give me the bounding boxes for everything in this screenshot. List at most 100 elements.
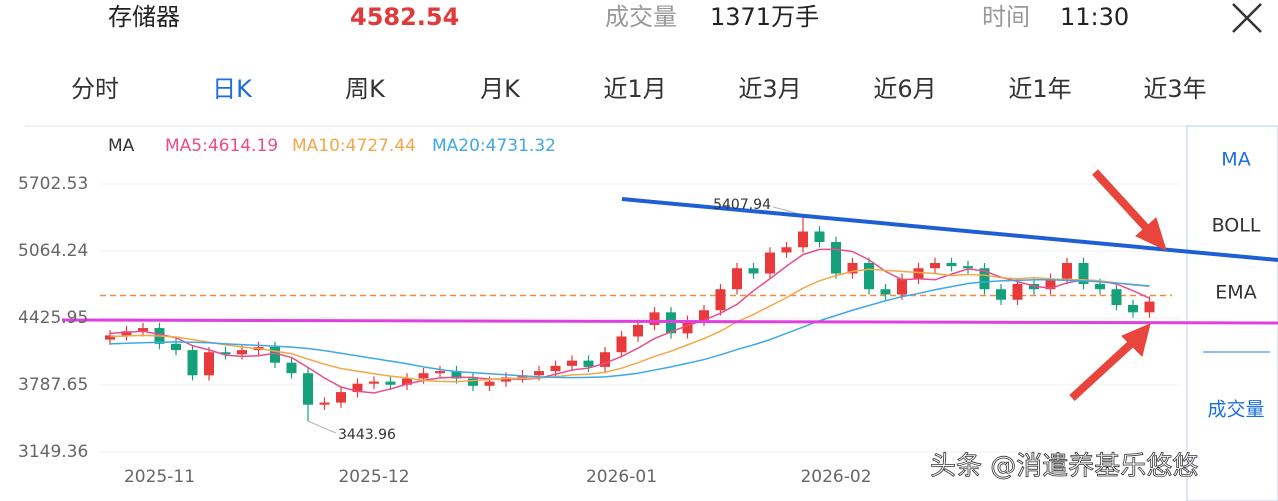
candle-body <box>600 352 610 367</box>
candle-body <box>847 262 858 274</box>
candle-body <box>798 231 808 248</box>
support-line <box>61 318 1278 325</box>
candle-body <box>402 378 412 385</box>
candle-body <box>451 371 462 379</box>
candle-body <box>699 310 709 321</box>
ma-line <box>109 279 1150 379</box>
y-tick-label: 5702.53 <box>18 174 88 194</box>
y-tick-label: 3787.65 <box>18 375 88 395</box>
candle-body <box>748 268 759 274</box>
candle-body <box>286 362 297 374</box>
arrows <box>1069 169 1167 401</box>
candle-body <box>963 266 973 269</box>
time-label: 时间 <box>982 3 1030 31</box>
ma-line <box>109 268 1150 383</box>
tab[interactable]: 日K <box>212 75 253 103</box>
candle-body <box>946 262 957 267</box>
volume: 1371万手 <box>710 3 819 31</box>
candle-body <box>1062 262 1072 279</box>
candle-body <box>583 360 594 367</box>
candle-body <box>385 381 396 385</box>
candle-body <box>220 352 231 355</box>
tab[interactable]: 近1月 <box>603 75 666 103</box>
ma-line <box>109 248 1150 394</box>
stock-name: 存储器 <box>108 3 180 31</box>
candle-body <box>831 242 841 274</box>
candle-body <box>534 371 544 376</box>
tab[interactable]: 近6月 <box>873 75 936 103</box>
candle-body <box>781 247 792 253</box>
indicator-label: MA <box>108 136 135 156</box>
side-panel <box>1186 125 1278 501</box>
candle-body <box>897 278 907 295</box>
x-tick-label: 2026-02 <box>800 467 871 487</box>
candle-body <box>930 262 940 269</box>
candle-body <box>864 262 874 290</box>
candle-body <box>765 252 775 274</box>
x-tick-label: 2025-12 <box>338 467 409 487</box>
side-menu-item[interactable]: MA <box>1221 149 1250 171</box>
candle-body <box>468 378 478 386</box>
candle-body <box>418 373 429 379</box>
legend-entry: MA5:4614.19 <box>165 136 278 156</box>
candle-body <box>814 231 825 243</box>
candle-body <box>303 373 313 405</box>
candle-body <box>204 352 214 376</box>
candle-body <box>319 402 330 405</box>
candle-body <box>633 324 643 337</box>
annotation-leader <box>307 420 337 434</box>
candle-body <box>138 328 148 332</box>
legend-entry: MA10:4727.44 <box>292 136 416 156</box>
candle-body <box>732 268 742 290</box>
candle-body <box>715 289 726 311</box>
price: 4582.54 <box>350 3 459 31</box>
candle-body <box>484 381 495 386</box>
close-button[interactable] <box>1232 3 1262 33</box>
candle-body <box>913 268 924 279</box>
y-tick-label: 4425.95 <box>18 308 88 328</box>
candle-body <box>550 365 561 372</box>
side-menu-item[interactable]: 成交量 <box>1207 399 1264 421</box>
candle-body <box>996 289 1006 300</box>
y-tick-label: 3149.36 <box>18 442 88 462</box>
x-tick-label: 2026-01 <box>586 467 657 487</box>
volume-label: 成交量 <box>605 3 677 31</box>
candle-body <box>979 268 990 290</box>
candle-body <box>369 381 379 384</box>
side-menu-item[interactable]: EMA <box>1215 282 1256 304</box>
tab[interactable]: 近3年 <box>1143 75 1206 103</box>
x-tick-label: 2025-11 <box>124 467 195 487</box>
candle-body <box>105 335 115 340</box>
candle-body <box>880 289 891 295</box>
candle-body <box>1045 278 1056 290</box>
candle-body <box>171 343 181 351</box>
side-menu-item[interactable]: BOLL <box>1212 215 1261 237</box>
candle-body <box>121 331 132 336</box>
tab[interactable]: 周K <box>345 75 386 103</box>
legend-entry: MA20:4731.32 <box>432 136 556 156</box>
candle-body <box>649 312 660 325</box>
candle-body <box>1144 301 1155 313</box>
candle-body <box>567 360 577 366</box>
candle-body <box>237 350 247 355</box>
candle-body <box>352 383 363 393</box>
candle-body <box>270 346 280 363</box>
candle-body <box>1095 283 1105 290</box>
candle-body <box>682 320 693 334</box>
candle-body <box>336 392 346 403</box>
candle-body <box>1078 262 1089 284</box>
candle-body <box>1128 304 1138 313</box>
tab[interactable]: 近3月 <box>738 75 801 103</box>
time: 11:30 <box>1060 3 1129 31</box>
candle-body <box>616 336 627 353</box>
candle-body <box>1012 283 1023 300</box>
y-tick-label: 5064.24 <box>18 241 88 261</box>
watermark: 头条 @消遣养基乐悠悠 <box>930 452 1198 482</box>
trend-line <box>621 197 1278 262</box>
candle-body <box>1111 289 1122 305</box>
tab[interactable]: 月K <box>480 75 521 103</box>
tab[interactable]: 分时 <box>71 75 119 103</box>
tab[interactable]: 近1年 <box>1008 75 1071 103</box>
